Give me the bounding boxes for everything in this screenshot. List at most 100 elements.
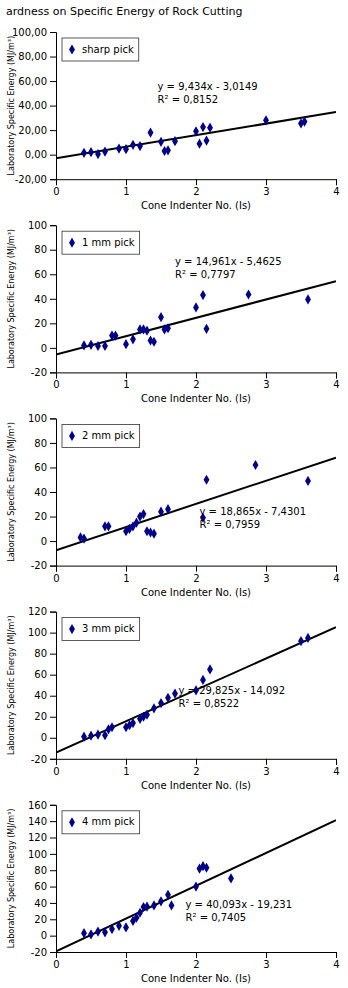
- y-tick: 60: [34, 881, 56, 892]
- x-tick-mark: [126, 952, 127, 958]
- x-tick: 1: [123, 179, 129, 197]
- y-tick-label: 40: [34, 690, 47, 701]
- x-tick-label: 4: [333, 186, 339, 197]
- x-tick: 1: [123, 372, 129, 390]
- y-tick: -20,00: [15, 174, 56, 185]
- y-tick: 100: [28, 220, 56, 231]
- x-tick-label: 2: [193, 959, 199, 970]
- y-axis: -20020406080100120: [28, 606, 57, 764]
- scatter-point: [165, 693, 171, 703]
- x-tick: 0: [53, 952, 59, 970]
- x-tick-label: 1: [123, 573, 129, 584]
- x-tick-mark: [336, 952, 337, 958]
- y-tick-mark: [50, 887, 56, 888]
- x-tick-label: 2: [193, 573, 199, 584]
- y-tick-mark: [50, 675, 56, 676]
- x-tick-mark: [196, 179, 197, 185]
- scatter-point: [172, 689, 178, 699]
- y-axis: -20,000,0020,0040,0060,0080,00100,00: [12, 27, 57, 185]
- y-tick-mark: [50, 541, 56, 542]
- annotation: R² = 0,8522: [179, 698, 240, 709]
- scatter-point: [169, 900, 175, 910]
- y-tick-mark: [50, 130, 56, 131]
- y-tick-label: 80: [34, 648, 47, 659]
- legend-symbol: [69, 431, 75, 441]
- y-tick-mark: [50, 821, 56, 822]
- x-tick-mark: [196, 952, 197, 958]
- y-tick: 80: [34, 438, 56, 449]
- y-tick: -20: [31, 367, 56, 378]
- scatter-point: [88, 731, 94, 741]
- y-tick-label: 20: [34, 914, 47, 925]
- scatter-point: [193, 881, 199, 891]
- y-tick-label: -20,00: [15, 174, 47, 185]
- y-tick-mark: [50, 903, 56, 904]
- legend: 2 mm pick: [62, 424, 140, 447]
- annotation: y = 18,865x - 7,4301: [200, 506, 307, 517]
- y-tick-label: 120: [28, 606, 47, 617]
- y-tick-label: 100: [28, 627, 47, 638]
- x-tick-mark: [336, 566, 337, 572]
- x-tick-label: 1: [123, 959, 129, 970]
- y-tick-label: 100: [28, 413, 47, 424]
- x-tick: 4: [333, 759, 339, 777]
- x-tick: 1: [123, 952, 129, 970]
- scatter-point: [165, 504, 171, 514]
- y-tick-label: 20,00: [18, 125, 47, 136]
- y-tick-mark: [50, 348, 56, 349]
- y-tick-mark: [50, 738, 56, 739]
- scatter-point: [81, 732, 87, 742]
- y-tick-mark: [50, 81, 56, 82]
- scatter-point: [130, 718, 136, 728]
- scatter-point: [302, 116, 308, 126]
- scatter-point: [95, 341, 101, 351]
- trend-line: [56, 112, 336, 158]
- y-tick-label: 40: [34, 294, 47, 305]
- y-tick: 20: [34, 318, 56, 329]
- x-tick-label: 3: [263, 186, 269, 197]
- y-tick: 100: [28, 627, 56, 638]
- x-tick-mark: [196, 372, 197, 378]
- x-axis-title: Cone Indenter No. (Is): [141, 393, 251, 404]
- legend-label: 2 mm pick: [82, 430, 135, 441]
- x-tick: 0: [53, 759, 59, 777]
- scatter-point: [263, 115, 269, 125]
- x-tick-label: 1: [123, 766, 129, 777]
- x-tick: 4: [333, 372, 339, 390]
- scatter-point: [193, 126, 199, 136]
- x-tick-label: 3: [263, 380, 269, 391]
- y-tick-mark: [50, 323, 56, 324]
- scatter-point: [200, 122, 206, 132]
- scatter-point: [151, 900, 157, 910]
- y-tick-mark: [50, 179, 56, 180]
- scatter-point: [158, 137, 164, 147]
- x-tick-label: 1: [123, 380, 129, 391]
- y-tick-mark: [50, 838, 56, 839]
- y-tick-label: 60: [34, 881, 47, 892]
- scatter-point: [130, 140, 136, 150]
- annotation: R² = 0,7797: [175, 269, 236, 280]
- x-axis: 01234: [53, 566, 339, 584]
- scatter-point: [144, 326, 150, 336]
- x-tick-mark: [126, 372, 127, 378]
- y-tick-mark: [50, 274, 56, 275]
- panel: 01234-20020406080100120Cone Indenter No.…: [7, 606, 340, 791]
- y-tick-mark: [50, 106, 56, 107]
- y-tick: 40,00: [18, 100, 56, 111]
- y-tick: 80: [34, 865, 56, 876]
- y-tick-label: 100: [28, 849, 47, 860]
- y-tick: 80: [34, 244, 56, 255]
- y-tick-label: 140: [28, 816, 47, 827]
- scatter-point: [116, 143, 122, 153]
- y-tick-label: -20: [31, 947, 47, 958]
- legend-symbol: [69, 817, 75, 827]
- x-tick: 3: [263, 372, 269, 390]
- scatter-point: [95, 149, 101, 159]
- x-tick: 0: [53, 372, 59, 390]
- y-tick: 40: [34, 898, 56, 909]
- legend-box: [62, 38, 139, 61]
- legend-box: [62, 424, 140, 447]
- y-tick-label: 20: [34, 511, 47, 522]
- x-axis-title: Cone Indenter No. (Is): [141, 200, 251, 211]
- y-tick-mark: [50, 32, 56, 33]
